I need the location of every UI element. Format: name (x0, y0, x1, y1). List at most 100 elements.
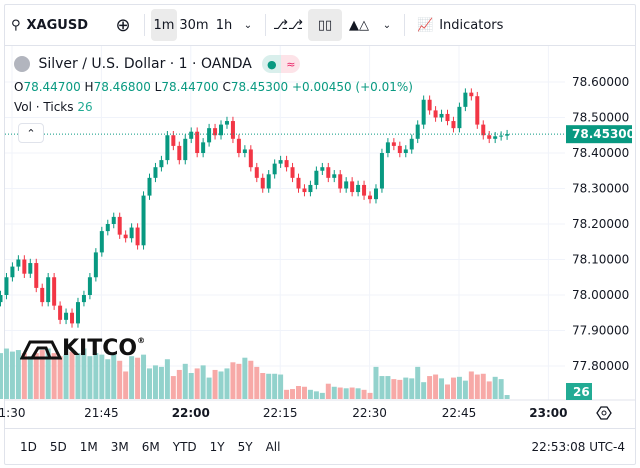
candle-body (451, 121, 456, 129)
candle-style-button[interactable]: ▯▯ (308, 9, 342, 41)
range-5y[interactable]: 5Y (237, 439, 253, 454)
volume-bar (123, 371, 129, 399)
volume-bar (87, 356, 93, 399)
candle-body (314, 170, 319, 185)
area-style-button[interactable]: ▲△ (342, 9, 376, 41)
volume-bar (272, 373, 278, 399)
close-label: C (222, 80, 231, 94)
candle-body (46, 277, 51, 303)
candle-body (135, 227, 140, 246)
symbol-label: XAGUSD (26, 17, 88, 33)
chart-type-dropdown[interactable]: ⌄ (376, 9, 398, 41)
open-value: 78.44700 (23, 80, 81, 94)
last-price-label: 78.45300 (572, 127, 635, 141)
candle-body (213, 128, 218, 136)
volume-bar (468, 371, 474, 399)
volume-bar (105, 359, 111, 399)
bar-style-button[interactable]: ⎇⎇ (272, 9, 304, 41)
candle-body (22, 259, 27, 274)
candle-body (320, 167, 325, 171)
range-5d[interactable]: 5D (49, 439, 67, 454)
interval-1h[interactable]: 1h (215, 17, 233, 33)
high-label: H (84, 80, 94, 94)
volume-bar (51, 353, 57, 399)
settings-icon[interactable] (596, 406, 612, 420)
kitco-text: KITCO (62, 336, 138, 361)
divider (144, 14, 145, 36)
volume-bar (99, 354, 105, 399)
price-tick-label: 77.90000 (572, 324, 629, 338)
high-value: 78.46800 (93, 80, 151, 94)
volume-bar (176, 369, 182, 399)
time-tick-label: 22:30 (352, 406, 387, 420)
candle-body (93, 252, 98, 278)
candle-body (296, 177, 301, 189)
candle-body (171, 135, 176, 146)
volume-bar (355, 388, 361, 399)
market-status-badge[interactable]: ● ≈ (262, 55, 301, 73)
last-volume-label: 26 (573, 385, 590, 399)
bottom-toolbar: 1D 5D 1M 3M 6M YTD 1Y 5Y All 22:53:08 UTC-4 (5, 428, 635, 464)
volume-bar (474, 374, 480, 399)
open-label: O (14, 80, 24, 94)
volume-bar (230, 362, 236, 399)
volume-bar (349, 387, 355, 399)
range-1d[interactable]: 1D (20, 439, 37, 454)
price-chart[interactable]: 78.60000 78.50000 78.40000 78.30000 78.20000… (0, 46, 640, 426)
candle-body (28, 263, 33, 274)
volume-bar (135, 357, 141, 399)
volume-bar (194, 368, 200, 399)
interval-30m[interactable]: 30m (179, 17, 209, 33)
low-label: L (154, 80, 162, 94)
volume-bar (39, 350, 45, 399)
candle-body (99, 231, 104, 253)
volume-bar (450, 377, 456, 399)
indicators-button[interactable]: 📈 Indicators (411, 9, 509, 41)
volume-bar (498, 379, 504, 399)
symbol-search-button[interactable]: ⚲ XAGUSD (5, 9, 94, 41)
candle-body (236, 138, 241, 153)
volume-bar (492, 376, 498, 399)
range-ytd[interactable]: YTD (172, 439, 197, 454)
candle-body (302, 188, 307, 193)
volume-bar (331, 386, 337, 399)
volume-bar (69, 351, 75, 399)
candle-body (409, 138, 414, 150)
volume-bar (361, 389, 367, 399)
volume-bar (242, 357, 248, 399)
range-1m[interactable]: 1M (79, 439, 98, 454)
candle-body (457, 106, 462, 129)
silver-icon (14, 56, 30, 72)
volume-bar (278, 374, 284, 399)
interval-dropdown[interactable]: ⌄ (237, 9, 259, 41)
range-6m[interactable]: 6M (141, 439, 160, 454)
range-all[interactable]: All (265, 439, 281, 454)
candle-body (391, 142, 396, 146)
volume-bar (224, 368, 230, 399)
candle-body (64, 312, 69, 320)
clock[interactable]: 22:53:08 UTC-4 (531, 439, 625, 454)
volume-bar (111, 353, 117, 399)
collapse-legend-button[interactable]: ⌃ (18, 123, 44, 143)
candle-body (350, 181, 355, 193)
compare-add-button[interactable]: ⊕ (108, 9, 138, 41)
kitco-watermark: KITCO ® (20, 336, 145, 361)
range-1y[interactable]: 1Y (209, 439, 225, 454)
chevron-down-icon: ⌄ (243, 19, 253, 31)
volume-bar (266, 373, 272, 399)
candle-body (34, 263, 39, 288)
candle-body (177, 145, 182, 161)
volume-bar (158, 366, 164, 399)
range-3m[interactable]: 3M (110, 439, 129, 454)
candle-body (403, 149, 408, 153)
volume-bar (152, 365, 158, 399)
interval-1m[interactable]: 1m (151, 9, 177, 41)
volume-bar (367, 392, 373, 399)
time-tick-label: 21:45 (84, 406, 119, 420)
candle-body (141, 195, 146, 246)
candle-body (87, 277, 92, 295)
volume-bar (325, 383, 331, 399)
candle-body (338, 174, 343, 189)
candle-body (439, 113, 444, 118)
candle-body (242, 149, 247, 153)
